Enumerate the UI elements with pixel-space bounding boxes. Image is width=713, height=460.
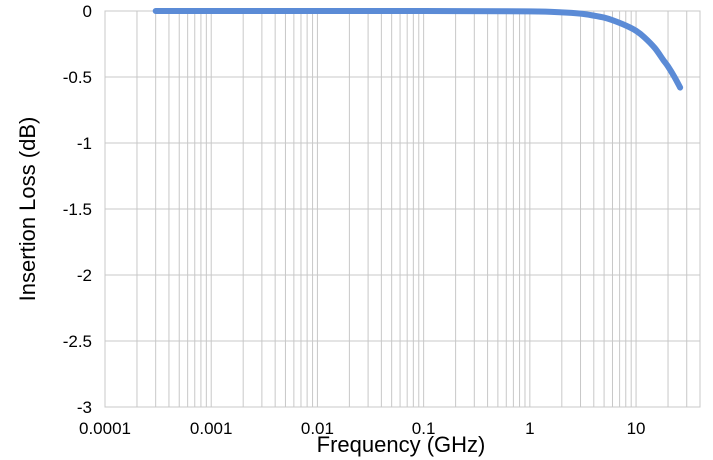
y-tick-label: -0.5 bbox=[63, 68, 92, 87]
insertion-loss-series-line bbox=[152, 7, 684, 91]
x-tick-label: 1 bbox=[525, 419, 534, 438]
y-axis-title: Insertion Loss (dB) bbox=[15, 117, 40, 302]
y-tick-label: -1 bbox=[77, 134, 92, 153]
x-tick-label: 0.0001 bbox=[79, 419, 131, 438]
series-layer bbox=[152, 7, 684, 91]
y-tick-label: -1.5 bbox=[63, 200, 92, 219]
y-axis-ticks: 0 -0.5 -1 -1.5 -2 -2.5 -3 bbox=[63, 2, 92, 417]
x-tick-label: 0.1 bbox=[412, 419, 436, 438]
y-tick-label: -3 bbox=[77, 398, 92, 417]
x-tick-label: 0.001 bbox=[190, 419, 233, 438]
x-tick-label: 0.01 bbox=[301, 419, 334, 438]
x-axis-ticks: 0.0001 0.001 0.01 0.1 1 10 bbox=[79, 419, 646, 438]
x-tick-label: 10 bbox=[627, 419, 646, 438]
y-tick-label: 0 bbox=[83, 2, 92, 21]
y-tick-label: -2.5 bbox=[63, 332, 92, 351]
grid bbox=[104, 10, 701, 408]
x-axis-title: Frequency (GHz) bbox=[317, 432, 486, 457]
y-tick-label: -2 bbox=[77, 266, 92, 285]
